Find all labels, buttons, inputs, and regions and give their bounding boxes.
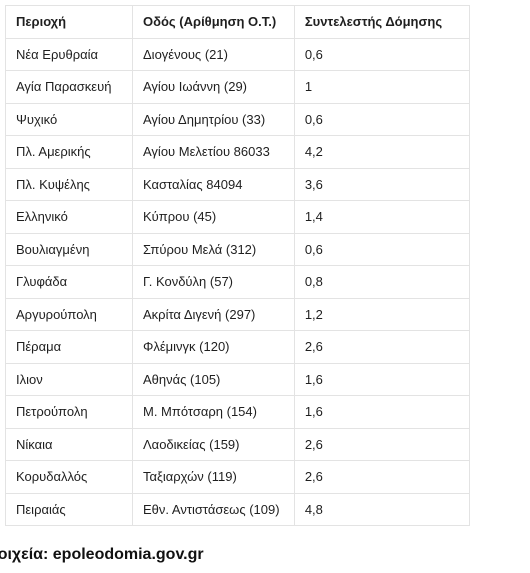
cell-area: Κορυδαλλός	[5, 460, 133, 494]
cell-area: Ιλιον	[5, 362, 133, 396]
cell-area: Γλυφάδα	[5, 265, 133, 299]
cell-coefficient: 2,6	[293, 330, 471, 364]
cell-street: Διογένους (21)	[132, 37, 295, 71]
table-row: Νίκαια Λαοδικείας (159) 2,6	[5, 427, 471, 461]
cell-coefficient: 3,6	[293, 167, 471, 201]
header-street: Οδός (Αρίθμηση Ο.Τ.)	[132, 5, 295, 39]
cell-street: Αγίου Δημητρίου (33)	[132, 102, 295, 136]
cell-area: Πλ. Κυψέλης	[5, 167, 133, 201]
building-coefficient-table: Περιοχή Οδός (Αρίθμηση Ο.Τ.) Συντελεστής…	[5, 5, 471, 526]
cell-area: Ψυχικό	[5, 102, 133, 136]
cell-coefficient: 2,6	[293, 427, 471, 461]
source-credit: τοιχεία: epoleodomia.gov.gr	[0, 546, 204, 563]
cell-area: Αγία Παρασκευή	[5, 70, 133, 104]
cell-street: Γ. Κονδύλη (57)	[132, 265, 295, 299]
table-row: Πετρούπολη Μ. Μπότσαρη (154) 1,6	[5, 395, 471, 429]
cell-coefficient: 1	[293, 70, 471, 104]
cell-coefficient: 0,6	[293, 232, 471, 266]
table-row: Αργυρούπολη Ακρίτα Διγενή (297) 1,2	[5, 297, 471, 331]
cell-street: Κασταλίας 84094	[132, 167, 295, 201]
cell-coefficient: 0,6	[293, 102, 471, 136]
cell-area: Νέα Ερυθραία	[5, 37, 133, 71]
cell-area: Ελληνικό	[5, 200, 133, 234]
cell-area: Νίκαια	[5, 427, 133, 461]
table-row: Νέα Ερυθραία Διογένους (21) 0,6	[5, 37, 471, 71]
table-row: Πειραιάς Εθν. Αντιστάσεως (109) 4,8	[5, 492, 471, 526]
cell-coefficient: 1,6	[293, 362, 471, 396]
cell-coefficient: 1,2	[293, 297, 471, 331]
table-row: Γλυφάδα Γ. Κονδύλη (57) 0,8	[5, 265, 471, 299]
cell-street: Εθν. Αντιστάσεως (109)	[132, 492, 295, 526]
cell-coefficient: 2,6	[293, 460, 471, 494]
cell-area: Πετρούπολη	[5, 395, 133, 429]
cell-coefficient: 0,6	[293, 37, 471, 71]
cell-area: Πέραμα	[5, 330, 133, 364]
cell-street: Μ. Μπότσαρη (154)	[132, 395, 295, 429]
cell-street: Ακρίτα Διγενή (297)	[132, 297, 295, 331]
table-row: Πέραμα Φλέμινγκ (120) 2,6	[5, 330, 471, 364]
table-row: Ελληνικό Κύπρου (45) 1,4	[5, 200, 471, 234]
table-row: Ιλιον Αθηνάς (105) 1,6	[5, 362, 471, 396]
cell-street: Αθηνάς (105)	[132, 362, 295, 396]
cell-area: Πειραιάς	[5, 492, 133, 526]
cell-coefficient: 1,6	[293, 395, 471, 429]
cell-area: Βουλιαγμένη	[5, 232, 133, 266]
table-row: Βουλιαγμένη Σπύρου Μελά (312) 0,6	[5, 232, 471, 266]
header-coefficient: Συντελεστής Δόμησης	[293, 5, 471, 39]
table-row: Αγία Παρασκευή Αγίου Ιωάννη (29) 1	[5, 70, 471, 104]
cell-coefficient: 4,8	[293, 492, 471, 526]
header-area: Περιοχή	[5, 5, 133, 39]
cell-street: Ταξιαρχών (119)	[132, 460, 295, 494]
table-row: Πλ. Αμερικής Αγίου Μελετίου 86033 4,2	[5, 135, 471, 169]
cell-street: Σπύρου Μελά (312)	[132, 232, 295, 266]
cell-area: Πλ. Αμερικής	[5, 135, 133, 169]
cell-coefficient: 4,2	[293, 135, 471, 169]
table-row: Κορυδαλλός Ταξιαρχών (119) 2,6	[5, 460, 471, 494]
cell-street: Αγίου Μελετίου 86033	[132, 135, 295, 169]
cell-street: Φλέμινγκ (120)	[132, 330, 295, 364]
cell-coefficient: 0,8	[293, 265, 471, 299]
table-header-row: Περιοχή Οδός (Αρίθμηση Ο.Τ.) Συντελεστής…	[5, 5, 471, 39]
cell-street: Κύπρου (45)	[132, 200, 295, 234]
table-row: Πλ. Κυψέλης Κασταλίας 84094 3,6	[5, 167, 471, 201]
cell-street: Λαοδικείας (159)	[132, 427, 295, 461]
cell-area: Αργυρούπολη	[5, 297, 133, 331]
cell-coefficient: 1,4	[293, 200, 471, 234]
table-row: Ψυχικό Αγίου Δημητρίου (33) 0,6	[5, 102, 471, 136]
cell-street: Αγίου Ιωάννη (29)	[132, 70, 295, 104]
